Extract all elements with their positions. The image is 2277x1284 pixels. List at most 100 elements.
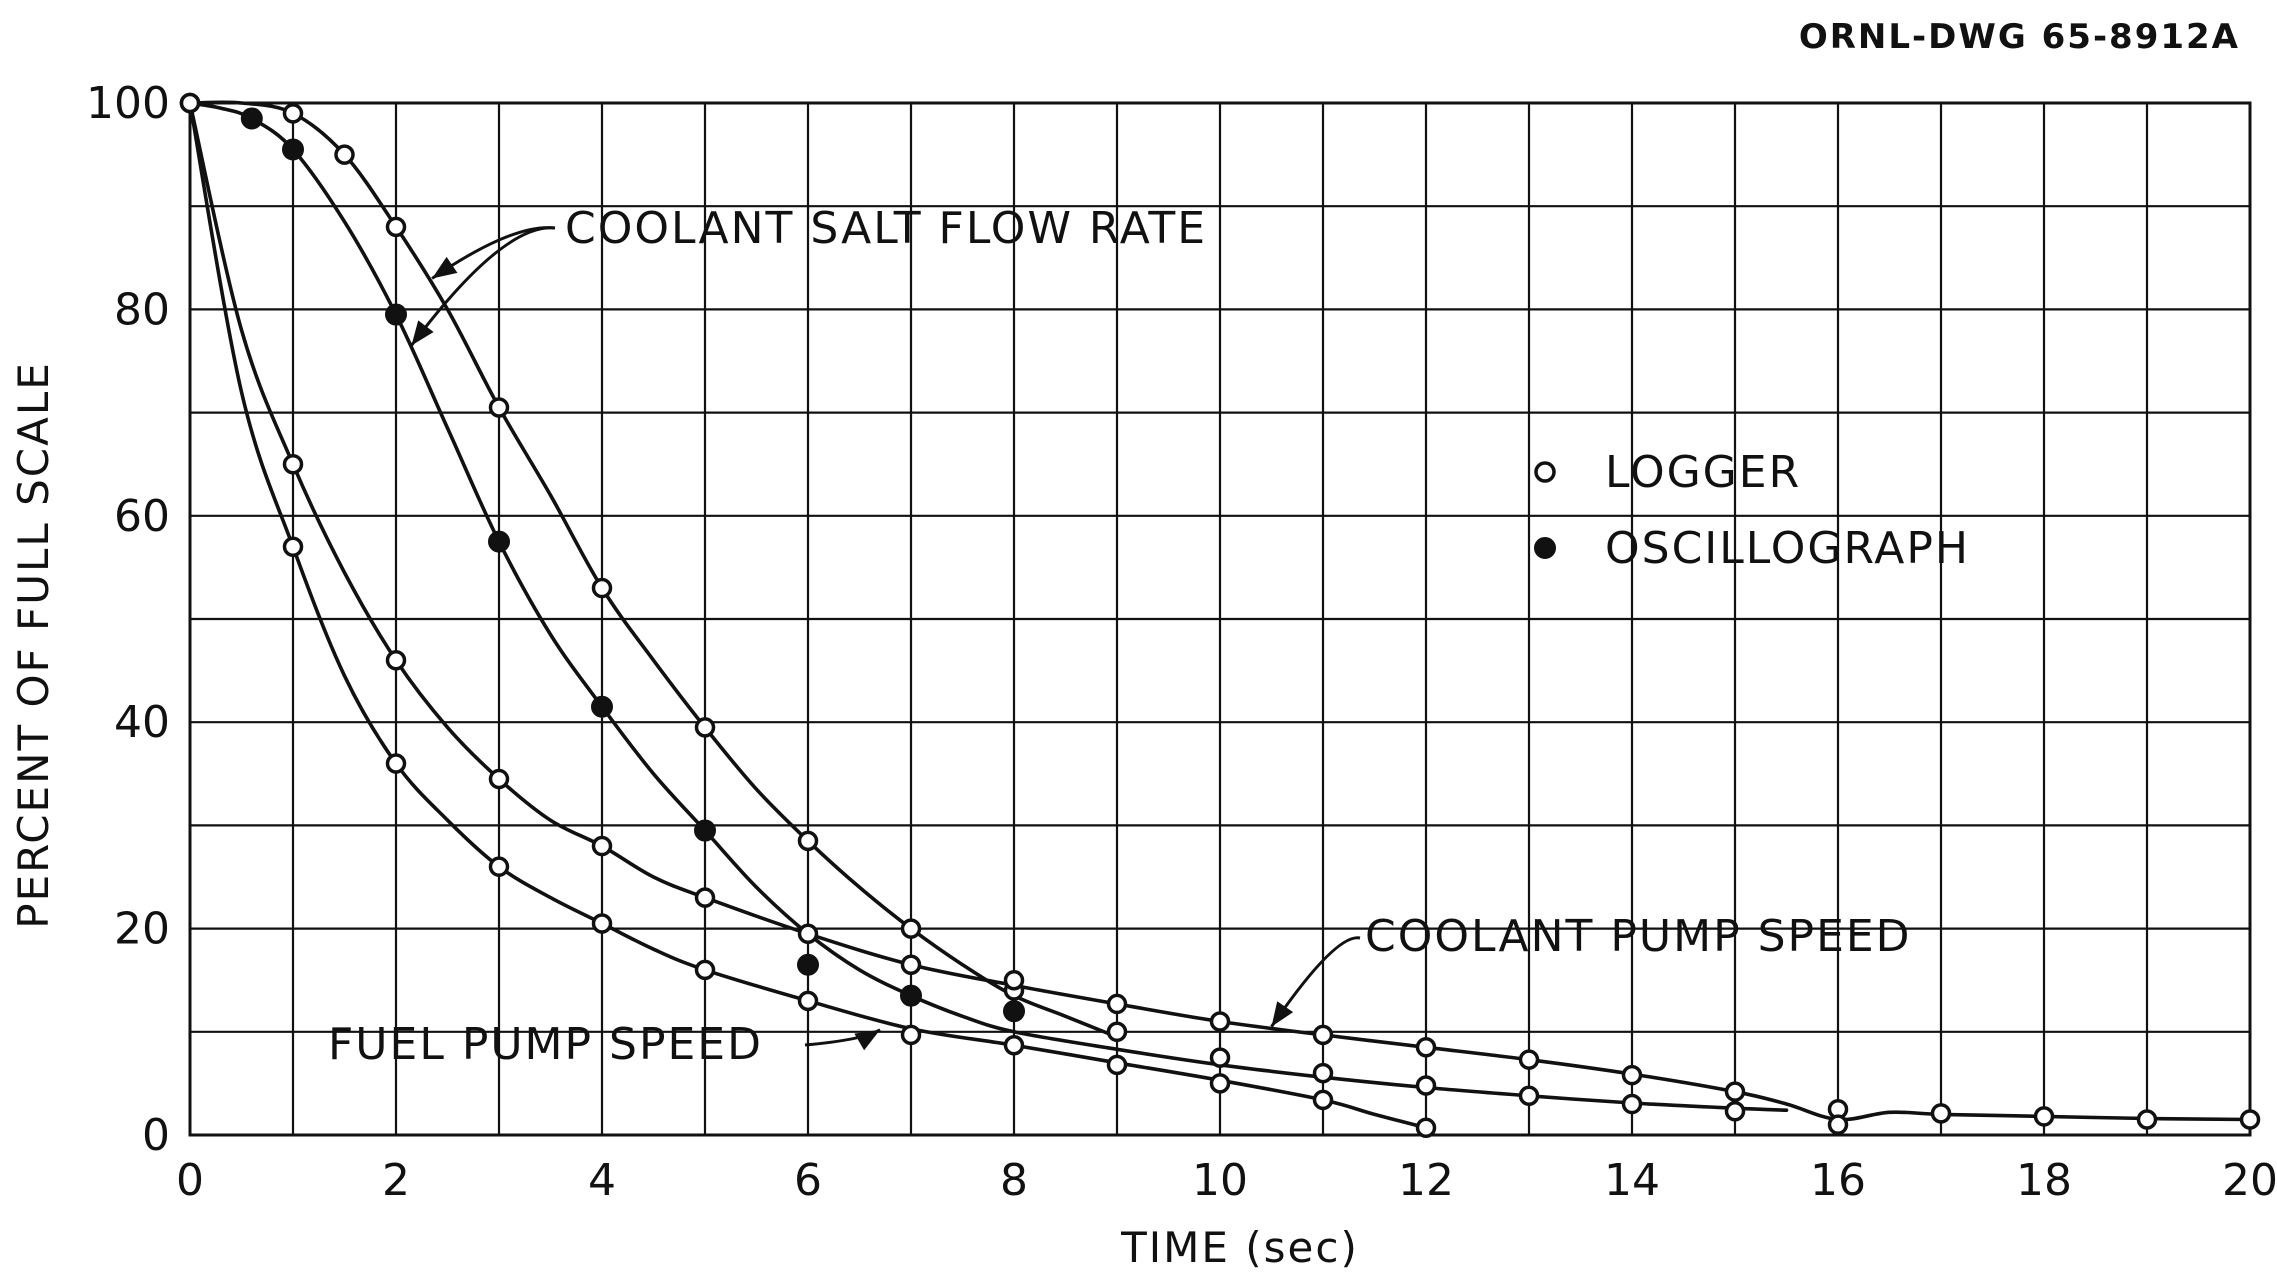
leader-coolant-salt-logger-head	[432, 256, 458, 279]
data-point-logger	[2136, 1109, 2158, 1130]
data-point-logger	[900, 1024, 922, 1046]
x-tick-label: 4	[588, 1155, 616, 1206]
data-point-logger	[591, 835, 613, 857]
x-tick-label: 14	[1604, 1155, 1660, 1206]
data-point-logger	[1106, 1054, 1128, 1076]
x-tick-label: 18	[2016, 1155, 2072, 1206]
data-point-logger	[694, 887, 716, 908]
data-point-logger	[282, 453, 304, 475]
data-point-logger	[385, 753, 407, 774]
data-point-oscillograph	[240, 107, 263, 130]
data-point-logger	[1415, 1037, 1437, 1058]
data-point-logger	[1106, 993, 1128, 1015]
data-point-logger	[1209, 1047, 1231, 1068]
y-tick-label: 0	[142, 1110, 170, 1161]
data-point-logger	[1621, 1093, 1643, 1115]
labels: ORNL-DWG 65-8912A TIME (sec) PERCENT OF …	[9, 17, 2277, 1272]
data-point-logger	[797, 830, 819, 852]
data-point-logger	[1518, 1049, 1540, 1070]
data-point-oscillograph	[900, 984, 922, 1007]
plot-frame	[188, 101, 2252, 1137]
data-points	[179, 92, 2261, 1139]
data-point-logger	[385, 650, 407, 671]
grid	[188, 101, 2252, 1137]
data-point-logger	[1724, 1101, 1746, 1122]
data-point-logger	[1827, 1114, 1849, 1135]
data-point-logger	[1621, 1064, 1643, 1086]
data-point-logger	[385, 216, 407, 238]
x-tick-label: 20	[2222, 1155, 2277, 1206]
y-tick-label: 40	[114, 697, 170, 748]
data-point-logger	[282, 536, 304, 558]
annotation-leaders	[410, 226, 1361, 1051]
x-tick-label: 16	[1810, 1155, 1866, 1206]
x-tick-label: 2	[382, 1155, 410, 1206]
data-point-logger	[1415, 1117, 1437, 1139]
y-tick-label: 100	[86, 78, 170, 129]
data-point-logger	[797, 923, 819, 945]
data-point-oscillograph	[797, 953, 819, 976]
legend-marker-logger	[1534, 461, 1556, 483]
data-point-logger	[1724, 1081, 1746, 1102]
series-line-2	[188, 101, 2252, 1122]
series-line-3	[188, 101, 1428, 1130]
data-point-logger	[797, 990, 819, 1012]
data-point-logger	[488, 768, 510, 790]
y-tick-label: 80	[114, 284, 170, 335]
x-tick-label: 10	[1192, 1155, 1248, 1206]
data-point-logger	[900, 918, 922, 939]
y-tick-label: 20	[114, 904, 170, 955]
data-point-logger	[591, 913, 613, 934]
annotation-fuel-pump-speed: FUEL PUMP SPEED	[328, 1019, 763, 1070]
data-point-logger	[1312, 1024, 1334, 1046]
data-point-logger	[1415, 1075, 1437, 1096]
leader-coolant-pump-head	[1271, 1001, 1294, 1027]
data-point-logger	[1209, 1073, 1231, 1094]
legend-label-logger: LOGGER	[1605, 447, 1801, 498]
leader-coolant-salt-osc	[410, 226, 556, 347]
legend-label-oscillograph: OSCILLOGRAPH	[1605, 523, 1970, 574]
data-point-logger	[2239, 1109, 2261, 1130]
data-point-logger	[1003, 1034, 1025, 1056]
leader-coolant-salt-osc-head	[411, 320, 434, 346]
data-point-oscillograph	[1003, 1000, 1025, 1023]
data-point-logger	[488, 397, 510, 418]
data-point-logger	[488, 856, 510, 877]
x-axis-label: TIME (sec)	[1120, 1223, 1359, 1272]
data-point-logger	[694, 959, 716, 981]
curves	[188, 100, 2252, 1130]
data-point-logger	[694, 717, 716, 738]
annotation-coolant-pump-speed: COOLANT PUMP SPEED	[1365, 911, 1912, 962]
data-point-logger	[334, 144, 355, 165]
data-point-logger	[179, 92, 201, 114]
x-tick-label: 8	[1000, 1155, 1028, 1206]
data-point-oscillograph	[591, 695, 613, 718]
data-point-logger	[591, 577, 613, 599]
y-tick-label: 60	[114, 491, 170, 542]
y-axis-label: PERCENT OF FULL SCALE	[9, 361, 58, 929]
data-point-oscillograph	[282, 138, 304, 161]
data-point-logger	[1209, 1011, 1231, 1032]
data-point-oscillograph	[488, 530, 510, 553]
x-tick-label: 6	[794, 1155, 822, 1206]
data-point-oscillograph	[385, 303, 407, 326]
leader-fuel-pump-head	[854, 1029, 881, 1051]
data-point-logger	[1312, 1089, 1334, 1111]
data-point-logger	[1518, 1085, 1540, 1107]
data-point-logger	[282, 103, 304, 124]
data-point-logger	[1312, 1062, 1334, 1084]
data-point-logger	[1930, 1103, 1952, 1124]
data-point-logger	[900, 954, 922, 975]
data-point-logger	[1106, 1021, 1128, 1043]
x-tick-label: 12	[1398, 1155, 1454, 1206]
series-line-0	[188, 100, 1119, 1039]
x-tick-label: 0	[176, 1155, 204, 1206]
data-point-logger	[1003, 969, 1025, 991]
drawing-id: ORNL-DWG 65-8912A	[1799, 17, 2240, 57]
data-point-oscillograph	[694, 819, 716, 842]
annotation-coolant-salt-flow-rate: COOLANT SALT FLOW RATE	[565, 203, 1207, 254]
data-point-logger	[2033, 1106, 2055, 1127]
legend-marker-oscillograph	[1534, 537, 1556, 559]
